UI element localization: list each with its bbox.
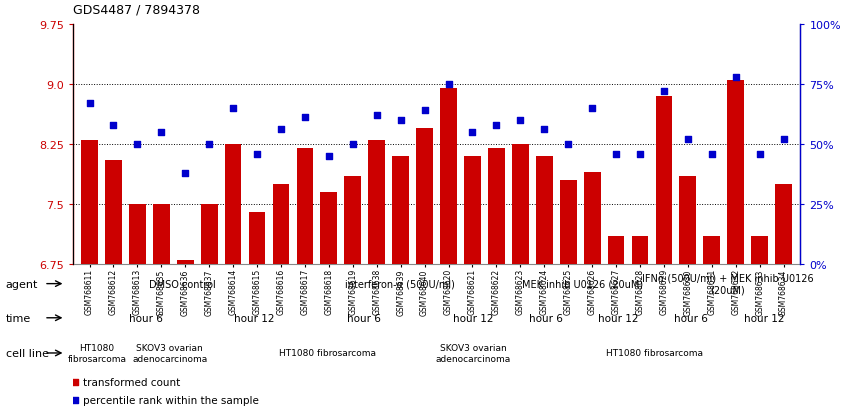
Point [442, 81, 455, 88]
Bar [488, 149, 505, 264]
Point [609, 151, 623, 157]
Point [514, 117, 527, 124]
Text: hour 12: hour 12 [744, 313, 784, 323]
Text: interferon-α (500U/ml): interferon-α (500U/ml) [345, 279, 455, 289]
Point [466, 129, 479, 136]
Text: hour 12: hour 12 [453, 313, 493, 323]
Bar [368, 140, 385, 264]
Text: GDS4487 / 7894378: GDS4487 / 7894378 [73, 4, 199, 17]
Text: transformed count: transformed count [84, 377, 181, 387]
Bar [752, 236, 768, 264]
Point [274, 127, 288, 133]
Bar [680, 176, 696, 264]
Bar [536, 157, 553, 264]
Text: time: time [6, 313, 31, 323]
Bar [201, 204, 217, 264]
Bar [81, 140, 98, 264]
Text: SKOV3 ovarian
adenocarcinoma: SKOV3 ovarian adenocarcinoma [132, 344, 207, 363]
Text: HT1080 fibrosarcoma: HT1080 fibrosarcoma [606, 349, 704, 358]
Bar [704, 236, 720, 264]
Point [83, 100, 97, 107]
Text: MEK inhib U0126 (20uM): MEK inhib U0126 (20uM) [521, 279, 643, 289]
Bar [344, 176, 361, 264]
Point [322, 153, 336, 160]
Point [418, 108, 431, 114]
Point [178, 170, 192, 177]
Text: IFNα (500U/ml) + MEK inhib U0126
(20uM): IFNα (500U/ml) + MEK inhib U0126 (20uM) [642, 273, 813, 295]
Text: hour 6: hour 6 [347, 313, 381, 323]
Text: hour 12: hour 12 [235, 313, 275, 323]
Point [633, 151, 647, 157]
Text: HT1080 fibrosarcoma: HT1080 fibrosarcoma [279, 349, 376, 358]
Bar [512, 145, 529, 264]
Text: hour 6: hour 6 [675, 313, 708, 323]
Text: hour 6: hour 6 [128, 313, 163, 323]
Point [705, 151, 719, 157]
Point [226, 105, 240, 112]
Bar [560, 180, 577, 264]
Text: cell line: cell line [6, 348, 49, 358]
Point [250, 151, 264, 157]
Point [586, 105, 599, 112]
Text: HT1080
fibrosarcoma: HT1080 fibrosarcoma [68, 344, 127, 363]
Point [657, 88, 671, 95]
Bar [296, 149, 313, 264]
Text: percentile rank within the sample: percentile rank within the sample [84, 395, 259, 405]
Point [538, 127, 551, 133]
Point [681, 136, 695, 143]
Point [729, 74, 743, 81]
Bar [584, 173, 601, 264]
Bar [129, 204, 146, 264]
Bar [225, 145, 241, 264]
Point [154, 129, 168, 136]
Point [370, 112, 383, 119]
Point [202, 141, 216, 148]
Bar [728, 81, 744, 264]
Point [776, 136, 790, 143]
Point [394, 117, 407, 124]
Text: SKOV3 ovarian
adenocarcinoma: SKOV3 ovarian adenocarcinoma [436, 344, 510, 363]
Bar [272, 185, 289, 264]
Bar [440, 89, 457, 264]
Bar [632, 236, 648, 264]
Bar [416, 128, 433, 264]
Text: agent: agent [6, 279, 38, 289]
Bar [776, 185, 792, 264]
Bar [392, 157, 409, 264]
Text: DMSO control: DMSO control [149, 279, 215, 289]
Text: hour 6: hour 6 [529, 313, 562, 323]
Bar [464, 157, 481, 264]
Point [130, 141, 144, 148]
Bar [608, 236, 624, 264]
Bar [177, 260, 193, 264]
Bar [249, 212, 265, 264]
Bar [320, 192, 337, 264]
Bar [656, 97, 672, 264]
Point [346, 141, 360, 148]
Point [298, 115, 312, 121]
Text: hour 12: hour 12 [598, 313, 639, 323]
Point [68, 397, 82, 404]
Point [107, 122, 121, 129]
Bar [153, 204, 169, 264]
Point [68, 379, 82, 386]
Point [562, 141, 575, 148]
Point [752, 151, 766, 157]
Point [490, 122, 503, 129]
Bar [105, 161, 122, 264]
